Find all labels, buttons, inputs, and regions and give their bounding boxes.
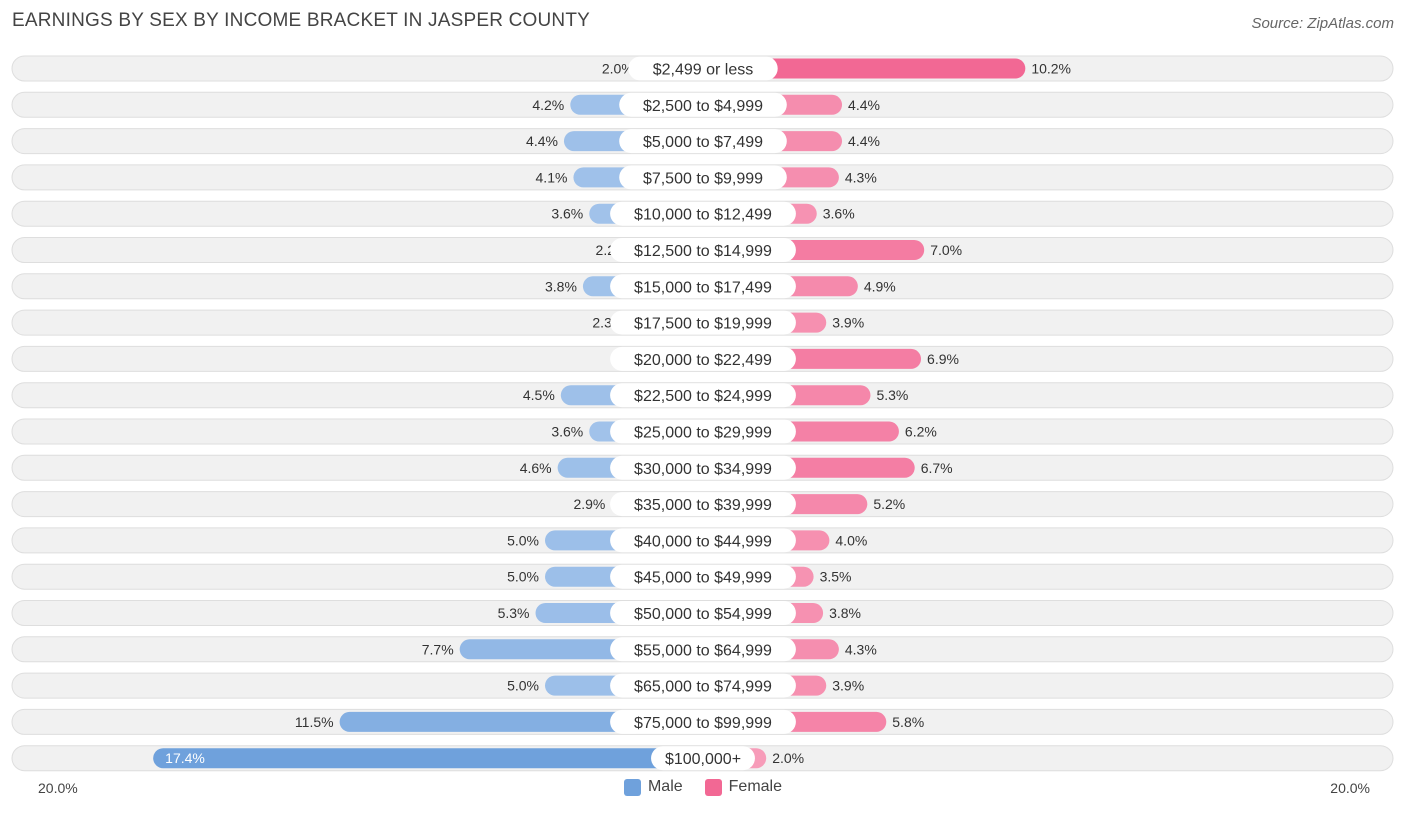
category-label: $100,000+ [665, 751, 741, 768]
category-label: $10,000 to $12,499 [634, 207, 772, 224]
category-label-bg [619, 92, 787, 117]
value-label-male: 11.5% [295, 714, 334, 730]
legend-item-female[interactable]: Female [704, 778, 783, 796]
category-label: $55,000 to $64,999 [634, 642, 772, 659]
value-label-female: 6.9% [927, 351, 959, 367]
category-label-bg [619, 165, 787, 190]
category-label-bg [610, 601, 796, 625]
value-label-female: 5.8% [892, 714, 924, 730]
category-label-bg [651, 746, 755, 771]
category-label-bg [610, 455, 796, 480]
category-label: $2,499 or less [653, 62, 754, 79]
category-label-bg [610, 419, 796, 444]
category-label-bg [610, 201, 796, 226]
category-label-bg [610, 310, 796, 335]
category-label-bg [610, 673, 796, 698]
category-label-bg [619, 129, 787, 154]
category-label: $35,000 to $39,999 [634, 497, 772, 514]
category-label: $7,500 to $9,999 [643, 170, 763, 187]
axis-right-label: 20.0% [1330, 780, 1370, 796]
value-label-male: 4.2% [532, 97, 564, 113]
category-label-bg [610, 346, 796, 371]
value-label-male: 3.6% [551, 424, 583, 440]
chart-canvas: 2.0% 10.2% $2,499 or less 4.2% 4.4% $2,500 to… [11, 55, 1394, 772]
value-label-male: 3.6% [551, 206, 583, 222]
axis-left-label: 20.0% [38, 780, 78, 796]
category-label-bg [610, 709, 796, 734]
value-label-female: 4.9% [864, 278, 896, 294]
category-label: $40,000 to $44,999 [634, 533, 772, 550]
category-label: $5,000 to $7,499 [643, 134, 763, 151]
category-label: $50,000 to $54,999 [634, 606, 772, 623]
bar-male [153, 748, 713, 769]
category-label-bg [610, 637, 796, 662]
category-label: $30,000 to $34,999 [634, 461, 772, 478]
category-label: $22,500 to $24,999 [634, 388, 772, 405]
category-label: $2,500 to $4,999 [643, 98, 763, 115]
category-label: $12,500 to $14,999 [634, 243, 772, 260]
value-label-female: 4.4% [848, 97, 880, 113]
value-label-male: 4.5% [523, 387, 555, 403]
category-label-bg [610, 528, 796, 553]
legend-swatch-male [623, 778, 641, 796]
value-label-male: 4.1% [536, 169, 568, 185]
value-label-female: 2.0% [772, 750, 804, 766]
value-label-female: 4.4% [848, 133, 880, 149]
value-label-female: 3.9% [832, 678, 864, 694]
category-label-bg [610, 274, 796, 299]
value-label-female: 3.6% [823, 206, 855, 222]
value-label-male: 5.0% [507, 569, 539, 585]
legend-swatch-female [704, 778, 722, 796]
legend-label-male: Male [647, 778, 683, 795]
value-label-female: 5.3% [876, 387, 908, 403]
value-label-female: 5.2% [873, 496, 905, 512]
value-label-male: 3.8% [545, 278, 577, 294]
category-label: $20,000 to $22,499 [634, 352, 772, 369]
category-label: $15,000 to $17,499 [634, 279, 772, 296]
source-credit: Source: ZipAtlas.com [1251, 15, 1394, 32]
value-label-male: 4.4% [526, 133, 558, 149]
value-label-male: 17.4% [165, 750, 205, 766]
value-label-male: 7.7% [422, 641, 454, 657]
value-label-female: 10.2% [1031, 61, 1071, 77]
value-label-female: 4.3% [845, 641, 877, 657]
value-label-male: 2.9% [573, 496, 605, 512]
value-label-female: 6.7% [921, 460, 953, 476]
value-label-female: 3.9% [832, 315, 864, 331]
category-label: $65,000 to $74,999 [634, 679, 772, 696]
category-label-bg [610, 238, 796, 262]
value-label-female: 6.2% [905, 424, 937, 440]
value-label-male: 2.0% [602, 61, 634, 77]
category-label: $17,500 to $19,999 [634, 316, 772, 333]
value-label-female: 7.0% [930, 242, 962, 258]
category-label-bg [610, 564, 796, 589]
category-label-bg [610, 383, 796, 408]
category-label: $25,000 to $29,999 [634, 425, 772, 442]
legend-label-female: Female [728, 778, 783, 795]
legend-item-male[interactable]: Male [623, 778, 683, 796]
value-label-male: 5.0% [507, 678, 539, 694]
category-label-bg [610, 492, 796, 517]
category-label: $75,000 to $99,999 [634, 715, 772, 732]
value-label-female: 4.3% [845, 169, 877, 185]
value-label-female: 4.0% [835, 532, 867, 548]
value-label-male: 5.3% [498, 605, 530, 621]
legend: Male Female [0, 778, 1406, 796]
category-label: $45,000 to $49,999 [634, 570, 772, 587]
value-label-male: 4.6% [520, 460, 552, 476]
value-label-female: 3.5% [820, 569, 852, 585]
value-label-female: 3.8% [829, 605, 861, 621]
value-label-male: 5.0% [507, 532, 539, 548]
chart-title: EARNINGS BY SEX BY INCOME BRACKET IN JAS… [12, 10, 591, 31]
category-label-bg [628, 56, 778, 81]
